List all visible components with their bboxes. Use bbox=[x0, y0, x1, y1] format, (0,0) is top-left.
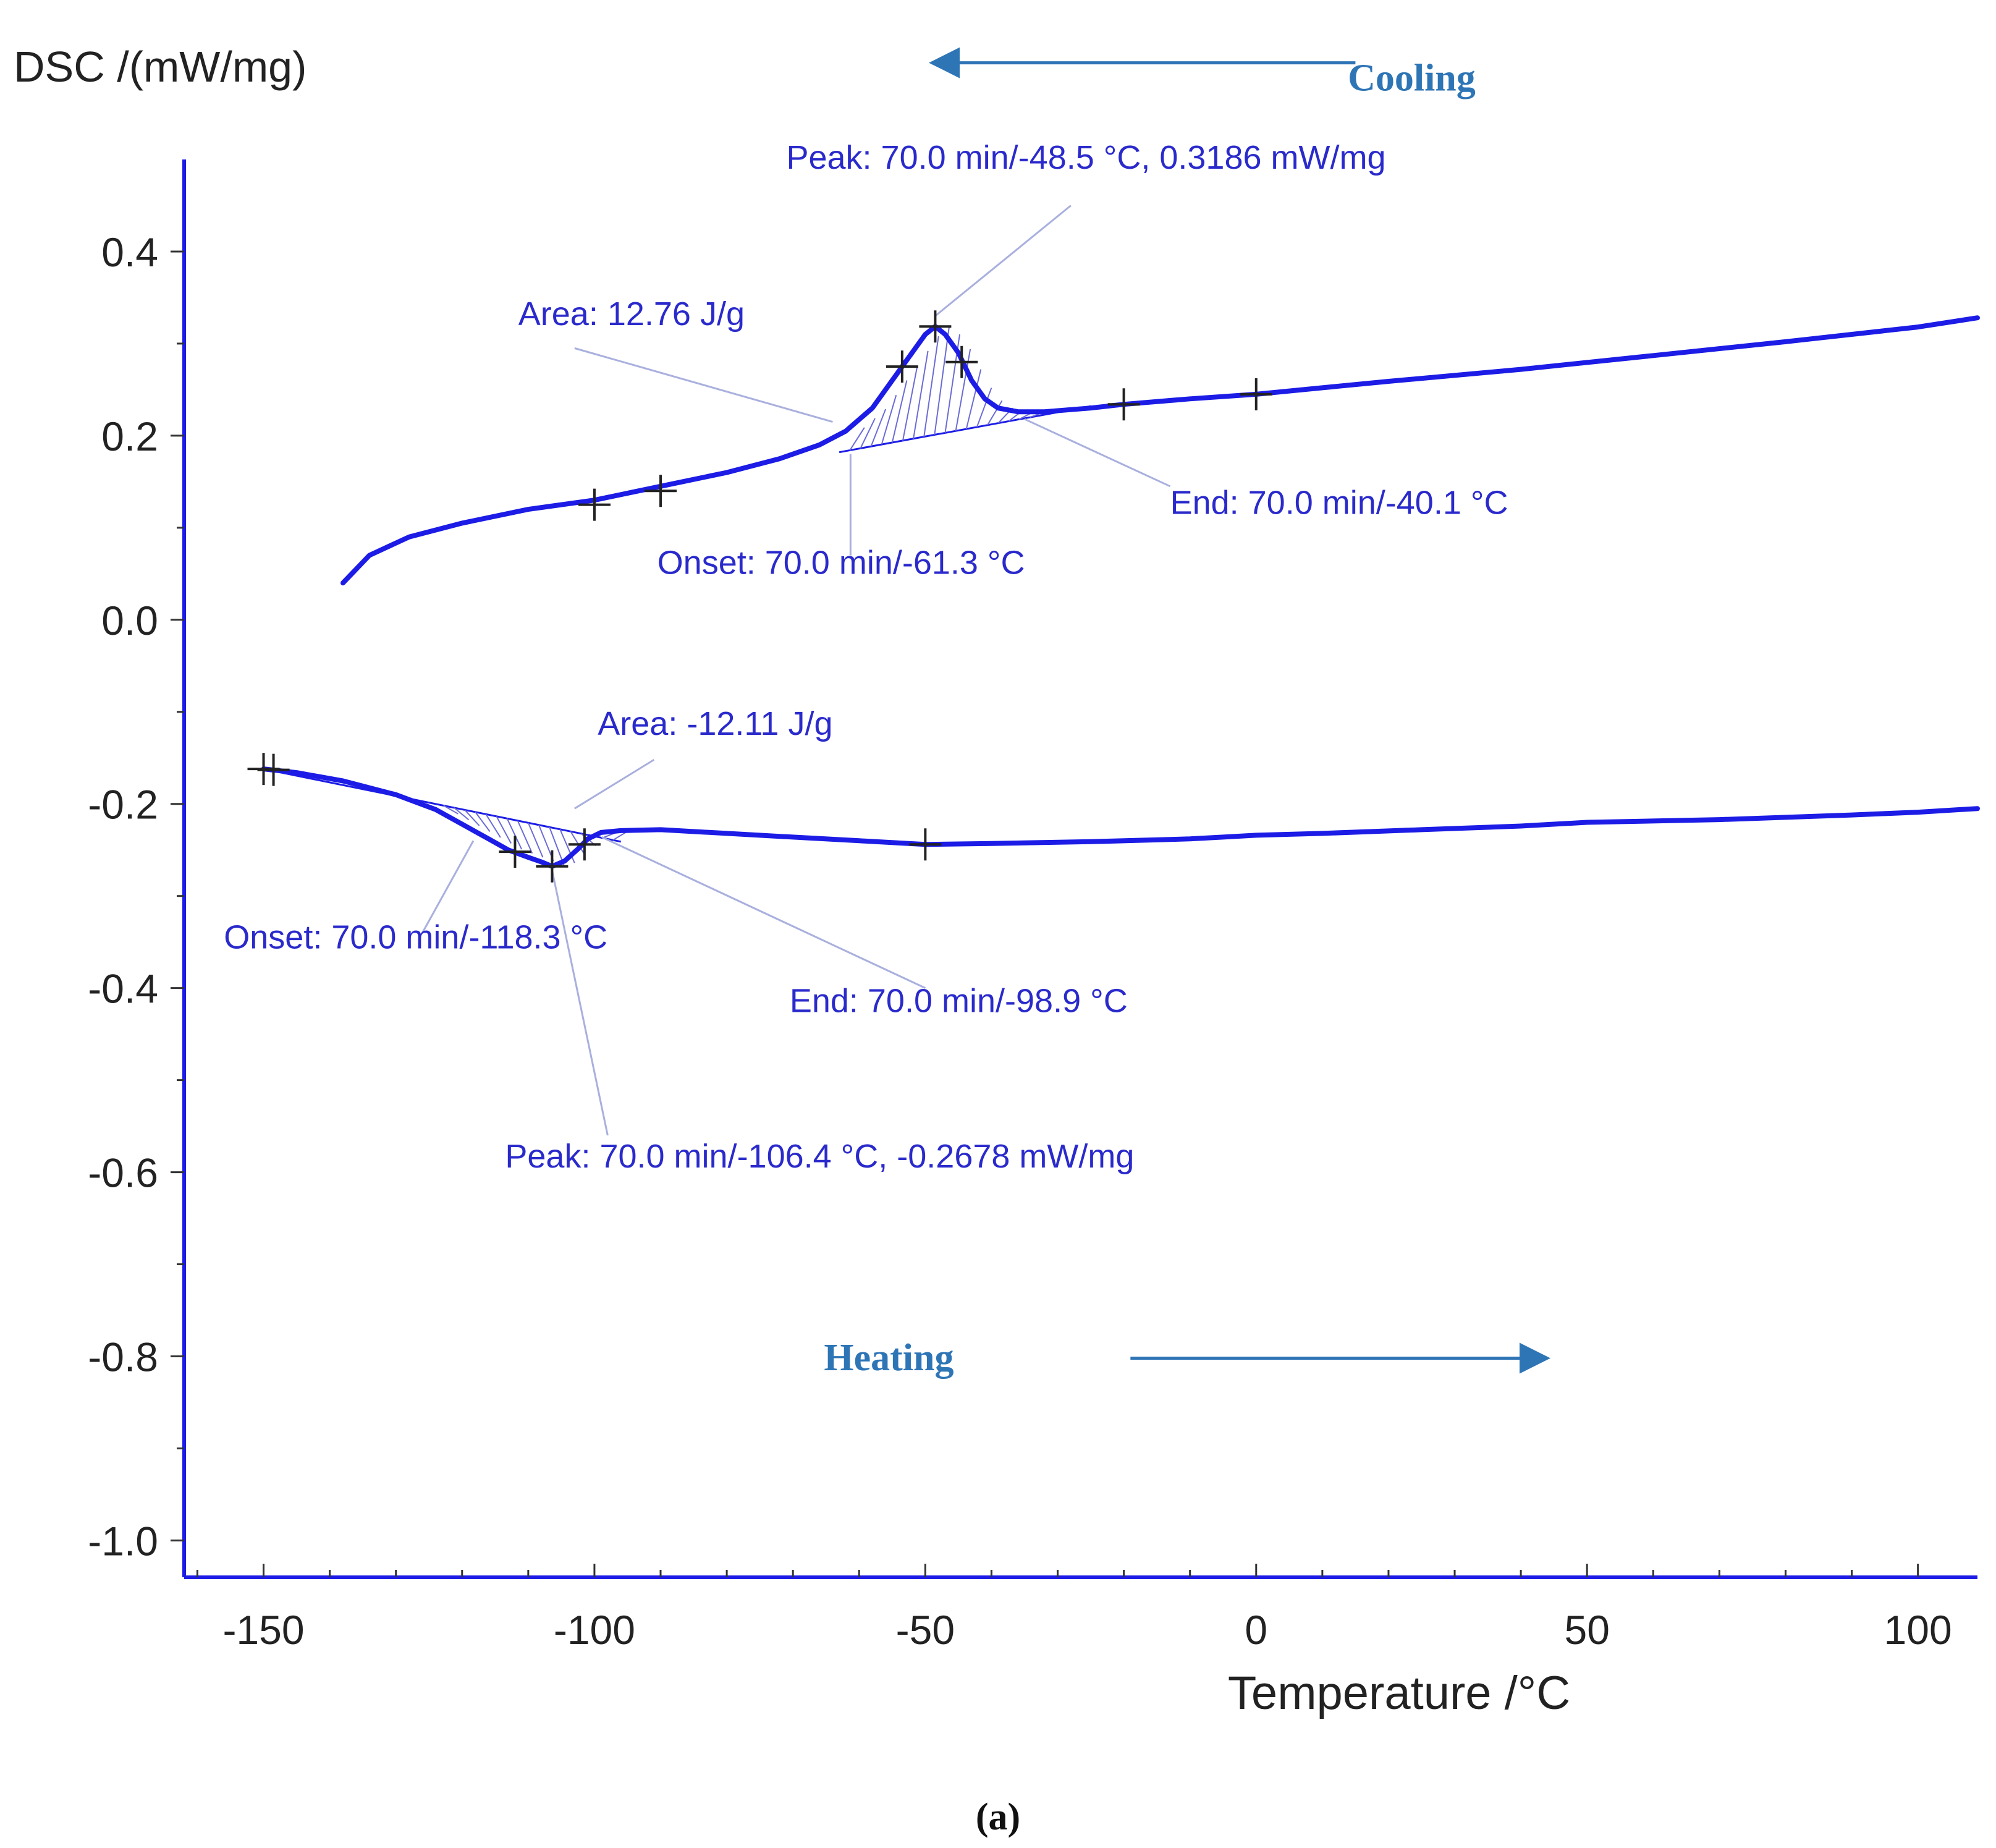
axes bbox=[182, 159, 1977, 1579]
cooling-hatch-line bbox=[860, 418, 876, 449]
cooling-hatch-line bbox=[965, 369, 982, 430]
annotation-label: Area: -12.11 J/g bbox=[598, 705, 832, 742]
point-marker bbox=[909, 828, 942, 861]
series-line-heating bbox=[261, 766, 1980, 869]
annotation-leader bbox=[934, 205, 1072, 317]
heating-hatch-line bbox=[549, 826, 565, 866]
x-tick-label: -50 bbox=[896, 1607, 955, 1653]
y-tick-label: -0.4 bbox=[88, 966, 158, 1012]
annotation-label: End: 70.0 min/-98.9 °C bbox=[790, 982, 1128, 1019]
y-tick-label: 0.0 bbox=[101, 598, 158, 643]
cooling-hatch-line bbox=[870, 409, 887, 447]
heating-hatch-line bbox=[454, 807, 470, 821]
y-ticks: 0.4 0.2 0.0 -0.2 -0.4 -0.6 -0.8 -1.0 bbox=[88, 229, 184, 1564]
cooling-hatch-line bbox=[976, 388, 992, 428]
point-marker bbox=[645, 475, 677, 507]
cooling-hatch-line bbox=[913, 350, 929, 439]
annotation-leader bbox=[421, 840, 475, 933]
cooling-hatch-line bbox=[891, 380, 908, 443]
x-tick-label: 50 bbox=[1564, 1607, 1609, 1653]
annotation-leader bbox=[1024, 418, 1171, 488]
annotation-leader-lines bbox=[421, 205, 1171, 1136]
heating-hatch-line bbox=[443, 805, 459, 815]
heating-baseline bbox=[263, 768, 622, 843]
x-axis-label: Temperature /°C bbox=[1228, 1667, 1570, 1719]
annotation-leader bbox=[574, 758, 655, 810]
y-tick-label: 0.2 bbox=[101, 413, 158, 459]
data-series bbox=[261, 315, 1980, 869]
point-marker bbox=[499, 836, 531, 868]
direction-label-heating: Heating bbox=[824, 1337, 954, 1379]
point-marker bbox=[257, 753, 290, 786]
annotation-label: Area: 12.76 J/g bbox=[518, 295, 745, 333]
annotation-leader bbox=[574, 347, 833, 423]
annotation-label: End: 70.0 min/-40.1 °C bbox=[1170, 485, 1508, 522]
x-tick-label: 0 bbox=[1245, 1607, 1267, 1653]
point-marker bbox=[945, 345, 978, 378]
cooling-hatch-line bbox=[902, 365, 918, 441]
point-marker bbox=[578, 488, 611, 521]
x-ticks: -150 -100 -50 0 50 100 bbox=[196, 1564, 1952, 1653]
heating-hatch-line bbox=[475, 812, 491, 833]
annotation-label: Onset: 70.0 min/-118.3 °C bbox=[224, 919, 607, 956]
heating-hatch-line bbox=[517, 820, 533, 854]
y-tick-label: -0.6 bbox=[88, 1150, 158, 1196]
y-tick-label: -0.2 bbox=[88, 782, 158, 828]
y-tick-label: -0.8 bbox=[88, 1334, 158, 1380]
point-markers bbox=[247, 310, 1272, 883]
heating-hatch-line bbox=[527, 822, 544, 858]
point-marker bbox=[1107, 388, 1140, 421]
point-marker bbox=[568, 828, 601, 861]
heating-hatch-line bbox=[485, 813, 501, 838]
x-tick-label: -100 bbox=[554, 1607, 635, 1653]
peak-area-hatching bbox=[443, 326, 1045, 866]
annotation-label: Peak: 70.0 min/-48.5 °C, 0.3186 mW/mg bbox=[786, 139, 1385, 176]
y-tick-label: -1.0 bbox=[88, 1518, 158, 1564]
y-axis-label: DSC /(mW/mg) bbox=[14, 43, 307, 91]
cooling-hatch-line bbox=[881, 395, 897, 445]
heating-hatch-line bbox=[496, 816, 512, 844]
x-tick-label: -150 bbox=[222, 1607, 304, 1653]
point-marker bbox=[536, 850, 569, 883]
annotation-leader bbox=[601, 836, 926, 990]
cooling-hatch-line bbox=[849, 427, 865, 451]
series-line-cooling bbox=[340, 315, 1980, 586]
y-tick-label: 0.4 bbox=[101, 229, 158, 275]
point-marker bbox=[919, 310, 952, 343]
annotation-label: Peak: 70.0 min/-106.4 °C, -0.2678 mW/mg bbox=[505, 1138, 1134, 1175]
cooling-hatch-line bbox=[923, 336, 939, 437]
cooling-hatch-line bbox=[987, 400, 1003, 426]
point-marker bbox=[886, 350, 918, 383]
point-marker bbox=[1240, 378, 1272, 410]
cooling-hatch-line bbox=[934, 326, 950, 435]
figure-caption: (a) bbox=[976, 1796, 1020, 1838]
annotation-label: Onset: 70.0 min/-61.3 °C bbox=[658, 544, 1025, 581]
direction-indicators: Cooling Heating bbox=[824, 47, 1550, 1379]
direction-label-cooling: Cooling bbox=[1348, 57, 1476, 99]
heating-hatch-line bbox=[464, 809, 480, 826]
annotation-leader bbox=[551, 870, 609, 1136]
x-tick-label: 100 bbox=[1884, 1607, 1952, 1653]
heating-hatch-line bbox=[506, 818, 523, 850]
annotations: Peak: 70.0 min/-48.5 °C, 0.3186 mW/mg Are… bbox=[224, 139, 1508, 1175]
